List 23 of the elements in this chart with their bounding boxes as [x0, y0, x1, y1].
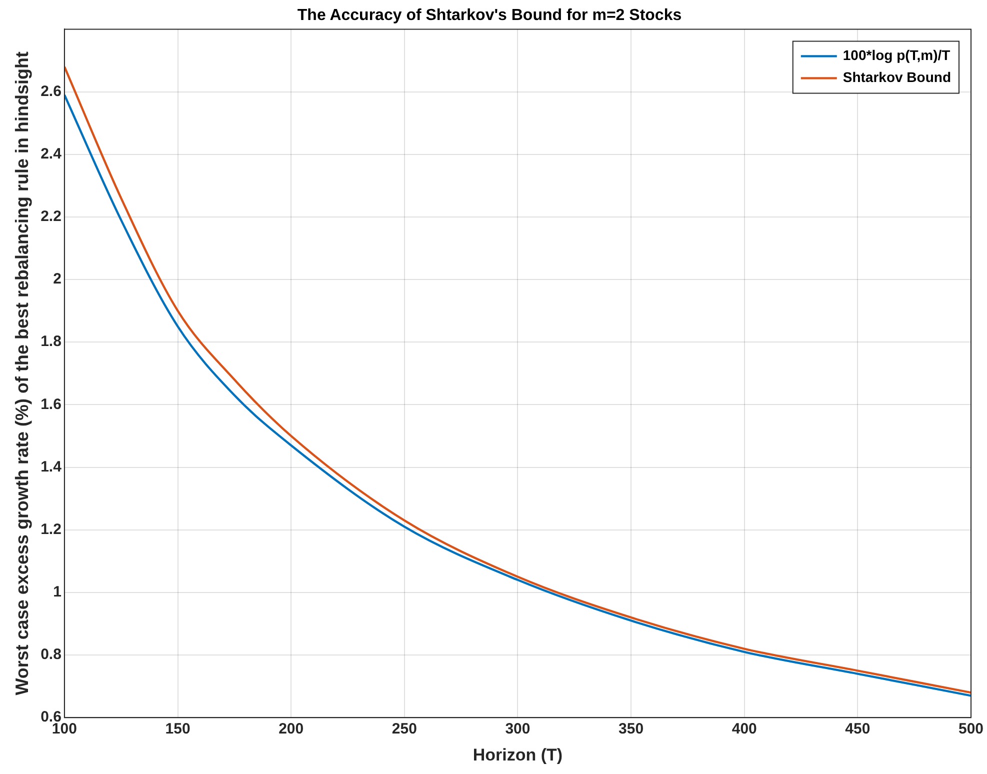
x-tick-label: 400 [732, 720, 757, 738]
x-tick-label: 450 [845, 720, 870, 738]
y-tick-label: 1.6 [40, 396, 62, 413]
x-tick-label: 150 [165, 720, 190, 738]
legend-label: Shtarkov Bound [842, 69, 952, 86]
y-tick-label: 1.8 [40, 333, 62, 350]
y-tick-label: 1.4 [40, 458, 62, 476]
y-tick-label: 2.6 [40, 82, 62, 100]
legend-label: 100*log p(T,m)/T [842, 47, 951, 64]
y-tick-label: 2.4 [40, 146, 62, 163]
y-tick-label: 2.2 [40, 208, 62, 226]
chart-title: The Accuracy of Shtarkov's Bound for m=2 Stocks [297, 7, 682, 24]
y-axis-title: Worst case excess growth rate (%) of the best rebalancing rule in hindsight [12, 51, 32, 696]
y-tick-label: 1.2 [40, 520, 62, 538]
x-tick-label: 500 [958, 720, 984, 738]
x-tick-label: 300 [505, 720, 530, 738]
y-tick-label: 1 [53, 584, 62, 601]
y-tick-label: 0.8 [40, 646, 62, 664]
y-tick-label: 2 [53, 270, 62, 288]
x-tick-label: 200 [278, 720, 304, 738]
x-tick-label: 250 [392, 720, 417, 738]
x-tick-label: 350 [618, 720, 644, 738]
x-axis-title: Horizon (T) [472, 745, 563, 764]
